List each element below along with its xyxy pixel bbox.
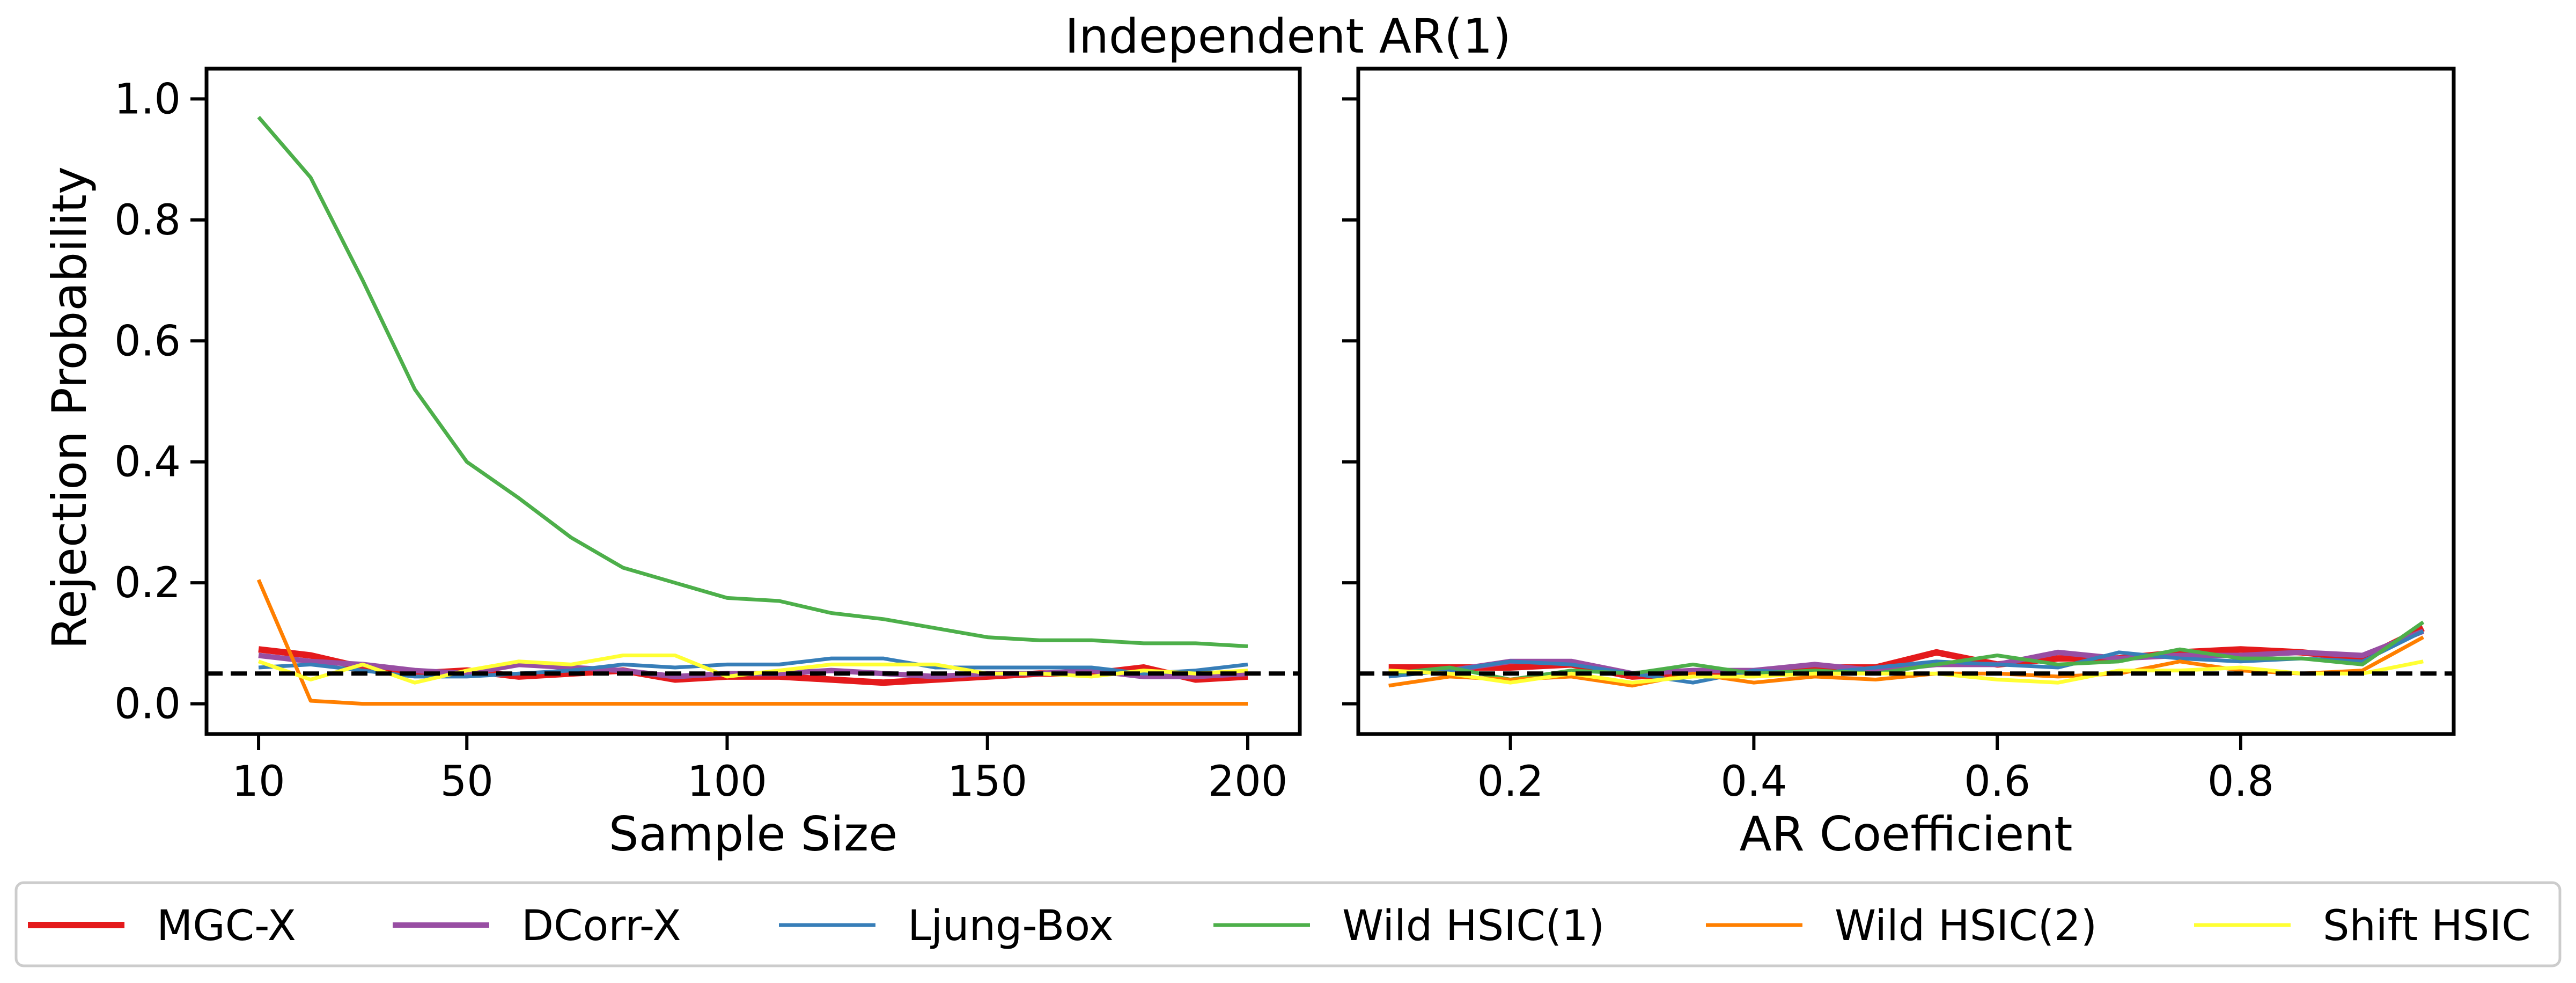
y-tick-label: 0.6 — [114, 317, 181, 365]
legend-label-shift-hsic: Shift HSIC — [2323, 902, 2531, 950]
x-tick-label: 150 — [947, 758, 1027, 806]
x-tick-label: 0.6 — [1964, 758, 2030, 806]
plot-area — [207, 115, 1300, 706]
legend: MGC-X DCorr-X Ljung-Box Wild HSIC(1) Wild HS… — [14, 881, 2562, 967]
x-tick-label: 50 — [440, 758, 494, 806]
legend-label-dcorr-x: DCorr-X — [521, 902, 681, 950]
panel-frame — [1356, 67, 2456, 736]
x-tick-label: 100 — [687, 758, 767, 806]
y-tick-label: 0.8 — [114, 196, 181, 245]
plot-area — [1358, 620, 2454, 688]
x-tick-label: 10 — [232, 758, 285, 806]
x-axis-title-sample-size: Sample Size — [609, 806, 898, 862]
y-axis-title: Rejection Probability — [42, 166, 97, 649]
series-line-ljung-box — [258, 656, 1248, 679]
y-tick-label: 1.0 — [114, 75, 181, 123]
x-tick-label: 0.8 — [2207, 758, 2274, 806]
x-tick-label: 200 — [1208, 758, 1288, 806]
legend-label-wild-hsic-2: Wild HSIC(2) — [1835, 902, 2097, 950]
series-line-wild-hsic-1 — [257, 115, 1248, 648]
legend-label-ljung-box: Ljung-Box — [908, 902, 1114, 950]
y-tick-label: 0.0 — [114, 680, 181, 729]
legend-label-mgc-x: MGC-X — [157, 902, 296, 950]
y-tick-label: 0.2 — [114, 559, 181, 607]
legend-label-wild-hsic-1: Wild HSIC(1) — [1342, 902, 1605, 950]
series-line-wild-hsic-2 — [1388, 635, 2424, 688]
series-line-ljung-box — [1388, 629, 2424, 685]
y-tick-label: 0.4 — [114, 438, 181, 487]
series-line-wild-hsic-2 — [256, 579, 1248, 706]
chart-title: Independent AR(1) — [1065, 9, 1511, 64]
x-tick-label: 0.2 — [1477, 758, 1544, 806]
x-tick-label: 0.4 — [1720, 758, 1787, 806]
left-panel: 0.0 0.2 0.4 0.6 0.8 1.0 10 50 100 150 200 — [114, 67, 1302, 806]
panel-frame — [204, 67, 1302, 736]
x-axis-title-ar-coefficient: AR Coefficient — [1739, 806, 2072, 862]
right-panel: 0.2 0.4 0.6 0.8 — [1342, 67, 2456, 806]
